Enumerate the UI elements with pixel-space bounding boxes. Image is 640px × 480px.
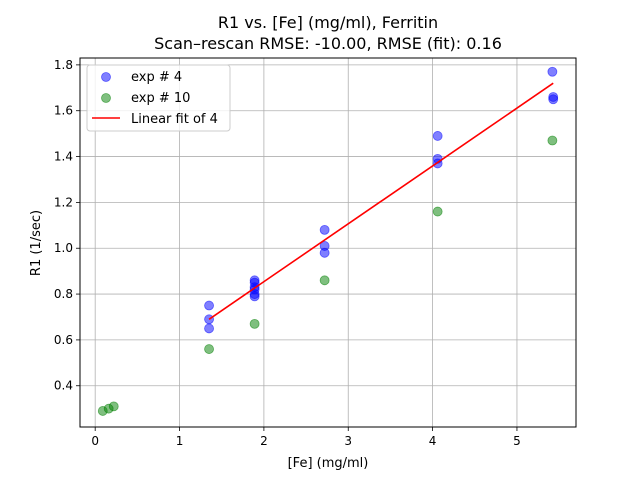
data-point-exp-10 — [319, 275, 330, 286]
data-point-exp-4 — [547, 66, 558, 77]
data-point-exp-10 — [547, 135, 558, 146]
legend-box — [86, 64, 231, 132]
x-tick-label: 1 — [176, 434, 184, 448]
data-point-exp-4 — [249, 291, 260, 302]
plot-area — [97, 66, 559, 416]
axis-ticks: 0 1 2 3 4 5 0.4 0.6 0.8 1.0 1.2 1.4 1.6 1.8 — [54, 58, 521, 448]
y-tick-label: 1.6 — [54, 104, 73, 118]
data-point-exp-4 — [319, 247, 330, 258]
y-tick-label: 0.6 — [54, 333, 73, 347]
x-tick-label: 0 — [91, 434, 99, 448]
chart-subtitle: Scan–rescan RMSE: -10.00, RMSE (fit): 0.… — [154, 34, 502, 53]
data-point-exp-10 — [204, 344, 214, 354]
x-tick-label: 2 — [260, 434, 268, 448]
legend-label-exp-10: exp # 10 — [131, 91, 190, 106]
y-tick-label: 1.2 — [54, 195, 73, 209]
data-point-exp-10 — [249, 318, 260, 329]
y-tick-label: 1.4 — [54, 150, 73, 164]
legend-marker-exp-4 — [101, 72, 111, 82]
data-point-exp-10 — [432, 206, 443, 217]
y-tick-label: 0.8 — [54, 287, 73, 301]
y-tick-label: 1.0 — [54, 241, 73, 255]
plot-frame — [79, 57, 577, 428]
y-tick-label: 0.4 — [54, 379, 73, 393]
x-tick-label: 5 — [513, 434, 521, 448]
fit-line-linear-fit-of-4 — [208, 82, 554, 320]
data-point-exp-4 — [548, 94, 559, 105]
legend-label-exp-4: exp # 4 — [131, 70, 182, 85]
chart-title: R1 vs. [Fe] (mg/ml), Ferritin — [218, 13, 438, 32]
legend-label-linear-fit: Linear fit of 4 — [131, 112, 218, 127]
y-axis-label: R1 (1/sec) — [29, 210, 44, 276]
data-point-exp-4 — [319, 224, 330, 235]
data-point-exp-4 — [204, 323, 214, 334]
x-tick-label: 4 — [429, 434, 437, 448]
legend: exp # 4 exp # 10 Linear fit of 4 — [86, 64, 231, 132]
y-tick-label: 1.8 — [54, 58, 73, 72]
data-point-exp-10 — [108, 401, 119, 412]
x-tick-label: 3 — [344, 434, 352, 448]
data-point-exp-4 — [432, 131, 443, 141]
x-axis-label: [Fe] (mg/ml) — [288, 456, 369, 471]
data-point-exp-4 — [204, 300, 214, 311]
legend-marker-exp-10 — [101, 93, 111, 103]
